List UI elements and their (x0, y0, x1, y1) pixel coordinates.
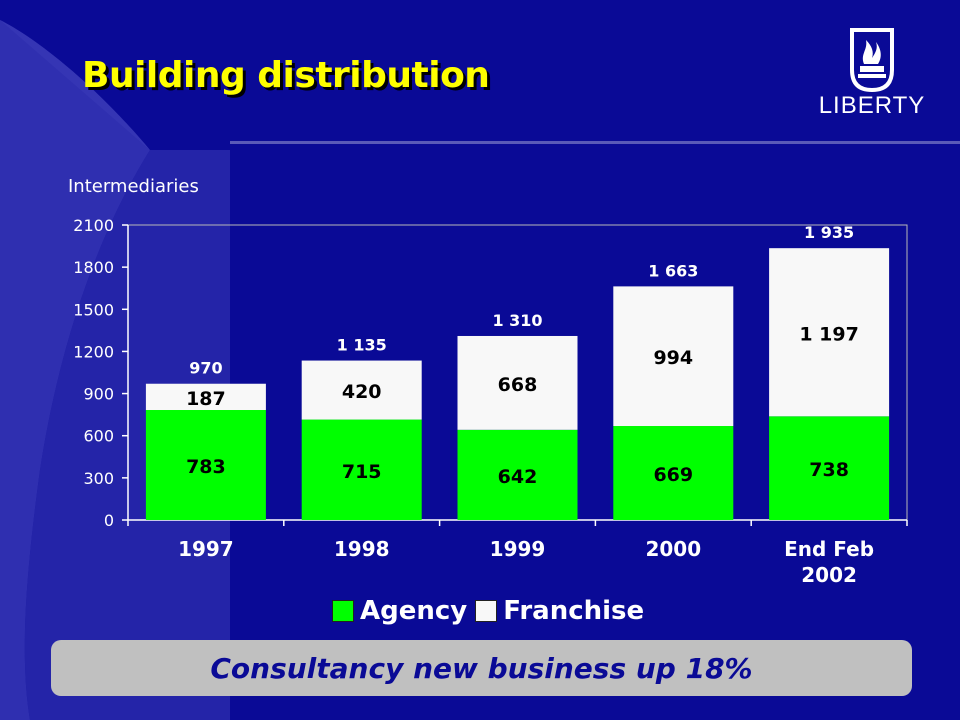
data-label-franchise: 1 197 (799, 323, 859, 345)
data-label-total: 970 (189, 359, 222, 378)
bar-franchise (613, 286, 734, 427)
x-tick-label: 1997 (178, 537, 234, 561)
bar-agency (769, 416, 890, 520)
data-label-franchise: 668 (498, 374, 538, 396)
data-label-total: 1 135 (337, 336, 387, 355)
legend-label-franchise: Franchise (503, 596, 645, 626)
data-label-agency: 642 (498, 466, 538, 488)
data-label-franchise: 994 (653, 347, 693, 369)
y-tick-label: 0 (104, 511, 114, 530)
legend-item-franchise: Franchise (475, 596, 644, 626)
liberty-logo: LIBERTY (812, 26, 932, 126)
y-tick-label: 2100 (73, 216, 114, 235)
data-label-agency: 715 (342, 461, 382, 483)
bar-franchise (301, 360, 422, 420)
x-tick-label: End Feb 2002 (784, 537, 874, 587)
slide-title: Building distribution (82, 55, 490, 96)
logo-text: LIBERTY (818, 92, 926, 119)
flame-emblem-icon (850, 28, 894, 93)
y-axis-label: Intermediaries (68, 176, 199, 197)
data-label-franchise: 420 (342, 381, 382, 403)
data-label-total: 1 935 (804, 223, 854, 242)
data-label-total: 1 310 (492, 311, 542, 330)
legend-swatch-agency (332, 600, 354, 622)
bar-franchise (145, 383, 266, 411)
data-label-agency: 783 (186, 456, 226, 478)
y-tick-label: 1800 (73, 258, 114, 277)
bar-franchise (457, 335, 578, 430)
x-tick-label: 1998 (334, 537, 390, 561)
data-label-total: 1 663 (648, 261, 698, 280)
y-tick-label: 1200 (73, 342, 114, 361)
y-tick-label: 600 (83, 427, 114, 446)
y-tick-label: 1500 (73, 300, 114, 319)
banner-text: Consultancy new business up 18% (210, 651, 753, 685)
bar-agency (301, 419, 422, 520)
bar-agency (457, 429, 578, 520)
summary-banner: Consultancy new business up 18% (51, 640, 912, 696)
y-tick-label: 900 (83, 385, 114, 404)
bar-agency (613, 426, 734, 520)
y-tick-label: 300 (83, 469, 114, 488)
bar-franchise (769, 248, 890, 417)
data-label-agency: 669 (653, 464, 693, 486)
x-tick-label: 1999 (490, 537, 546, 561)
header-rule (230, 141, 960, 144)
data-label-agency: 738 (809, 459, 849, 481)
x-tick-label: 2000 (645, 537, 701, 561)
bar-agency (145, 410, 266, 520)
legend-swatch-franchise (475, 600, 498, 622)
legend-item-agency: Agency (332, 596, 467, 626)
data-label-franchise: 187 (186, 388, 226, 410)
legend: Agency Franchise (332, 596, 652, 626)
legend-label-agency: Agency (360, 596, 468, 626)
